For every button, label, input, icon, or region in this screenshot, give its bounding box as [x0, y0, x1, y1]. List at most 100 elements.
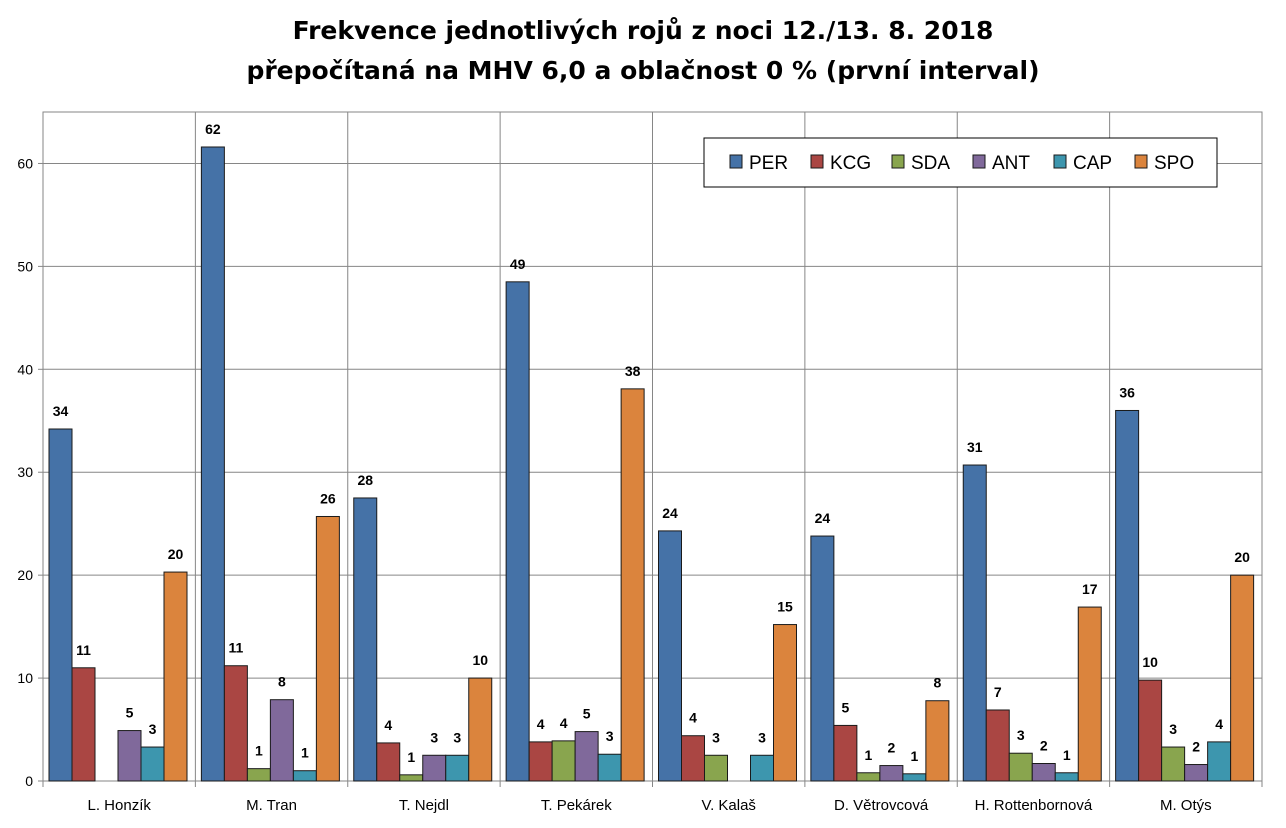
bar-kcg — [985, 709, 1010, 782]
y-tick-label: 20 — [17, 567, 33, 583]
data-label-sda: 1 — [407, 749, 415, 765]
x-category-label: M. Tran — [246, 797, 297, 814]
bar-sda — [399, 774, 424, 782]
data-label-cap: 3 — [149, 721, 157, 737]
data-label-sda: 3 — [712, 729, 720, 745]
data-label-per: 31 — [967, 439, 983, 455]
data-label-ant: 5 — [126, 705, 134, 721]
bar-ant — [879, 765, 904, 782]
legend-swatch-spo — [1134, 154, 1148, 169]
data-label-cap: 3 — [758, 729, 766, 745]
bar-per — [200, 146, 225, 782]
x-category-label: D. Větrovcová — [834, 797, 929, 814]
x-category-label: M. Otýs — [1160, 797, 1212, 814]
bar-kcg — [376, 742, 401, 782]
data-label-cap: 1 — [910, 748, 918, 764]
data-label-per: 24 — [662, 505, 678, 521]
bar-kcg — [528, 741, 553, 782]
legend-label-ant: ANT — [992, 153, 1030, 174]
data-label-spo: 17 — [1082, 581, 1098, 597]
legend-label-cap: CAP — [1073, 153, 1112, 174]
data-label-spo: 20 — [1234, 549, 1250, 565]
x-category-label: T. Pekárek — [541, 797, 612, 814]
y-tick-label: 40 — [17, 361, 33, 377]
data-label-kcg: 11 — [228, 640, 243, 656]
bar-cap — [1054, 772, 1079, 782]
legend-swatch-sda — [891, 154, 905, 169]
data-label-kcg: 5 — [841, 699, 849, 715]
bar-sda — [856, 772, 881, 782]
data-label-cap: 1 — [301, 745, 309, 761]
data-label-cap: 3 — [453, 729, 461, 745]
bar-spo — [315, 515, 340, 782]
y-tick-label: 60 — [17, 155, 33, 171]
legend-label-spo: SPO — [1154, 153, 1194, 174]
bar-cap — [292, 770, 317, 782]
bar-per — [1115, 409, 1140, 782]
bar-ant — [574, 731, 599, 782]
data-label-spo: 8 — [933, 675, 941, 691]
bar-per — [353, 497, 378, 782]
data-label-ant: 3 — [430, 729, 438, 745]
legend-swatch-kcg — [810, 154, 824, 169]
bar-spo — [468, 677, 493, 782]
data-label-ant: 2 — [887, 740, 895, 756]
bar-sda — [704, 754, 728, 782]
chart-subtitle: přepočítaná na MHV 6,0 a oblačnost 0 % (… — [246, 56, 1040, 85]
data-label-ant: 2 — [1040, 738, 1048, 754]
data-label-spo: 26 — [320, 490, 336, 506]
x-category-label: H. Rottenbornová — [975, 797, 1093, 814]
bar-sda — [246, 768, 271, 782]
data-label-sda: 1 — [255, 743, 263, 759]
bar-ant — [1031, 763, 1056, 782]
bar-cap — [140, 746, 165, 782]
y-tick-label: 30 — [17, 464, 33, 480]
bar-cap — [902, 773, 927, 782]
legend-label-per: PER — [749, 153, 788, 174]
data-label-sda: 3 — [1169, 721, 1177, 737]
data-label-spo: 10 — [472, 652, 488, 668]
data-label-ant: 8 — [278, 674, 286, 690]
bar-spo — [1230, 574, 1255, 782]
data-label-per: 62 — [205, 121, 221, 137]
data-label-sda: 4 — [560, 715, 568, 731]
data-label-spo: 20 — [168, 546, 184, 562]
data-label-spo: 38 — [625, 363, 641, 379]
bar-per — [810, 535, 835, 782]
bar-spo — [620, 388, 645, 782]
x-category-label: V. Kalaš — [701, 797, 756, 814]
data-label-kcg: 11 — [76, 642, 91, 658]
data-label-sda: 3 — [1017, 727, 1025, 743]
data-label-ant: 5 — [583, 706, 591, 722]
x-category-label: L. Honzík — [88, 797, 152, 814]
bar-ant — [1184, 764, 1209, 782]
bar-spo — [925, 700, 950, 782]
bar-cap — [750, 754, 774, 782]
data-label-per: 49 — [510, 256, 526, 272]
y-tick-label: 0 — [25, 773, 33, 789]
data-label-cap: 3 — [606, 728, 614, 744]
data-label-per: 28 — [357, 472, 373, 488]
bar-per — [658, 530, 682, 782]
bar-kcg — [681, 735, 705, 782]
bar-cap — [597, 753, 622, 782]
bar-kcg — [71, 667, 96, 782]
bar-ant — [269, 699, 294, 782]
bar-spo — [773, 624, 797, 782]
x-category-label: T. Nejdl — [399, 797, 449, 814]
bar-sda — [1161, 746, 1186, 782]
data-label-per: 34 — [53, 403, 69, 419]
data-label-kcg: 4 — [689, 710, 697, 726]
bar-ant — [422, 754, 447, 782]
data-label-kcg: 4 — [537, 716, 545, 732]
chart-title: Frekvence jednotlivých rojů z noci 12./1… — [292, 16, 994, 45]
bar-ant — [117, 730, 142, 782]
data-label-sda: 1 — [864, 747, 872, 763]
bar-spo — [163, 571, 188, 782]
bar-sda — [551, 740, 576, 782]
bar-kcg — [1138, 679, 1163, 782]
data-label-per: 36 — [1119, 384, 1135, 400]
data-label-ant: 2 — [1192, 739, 1200, 755]
